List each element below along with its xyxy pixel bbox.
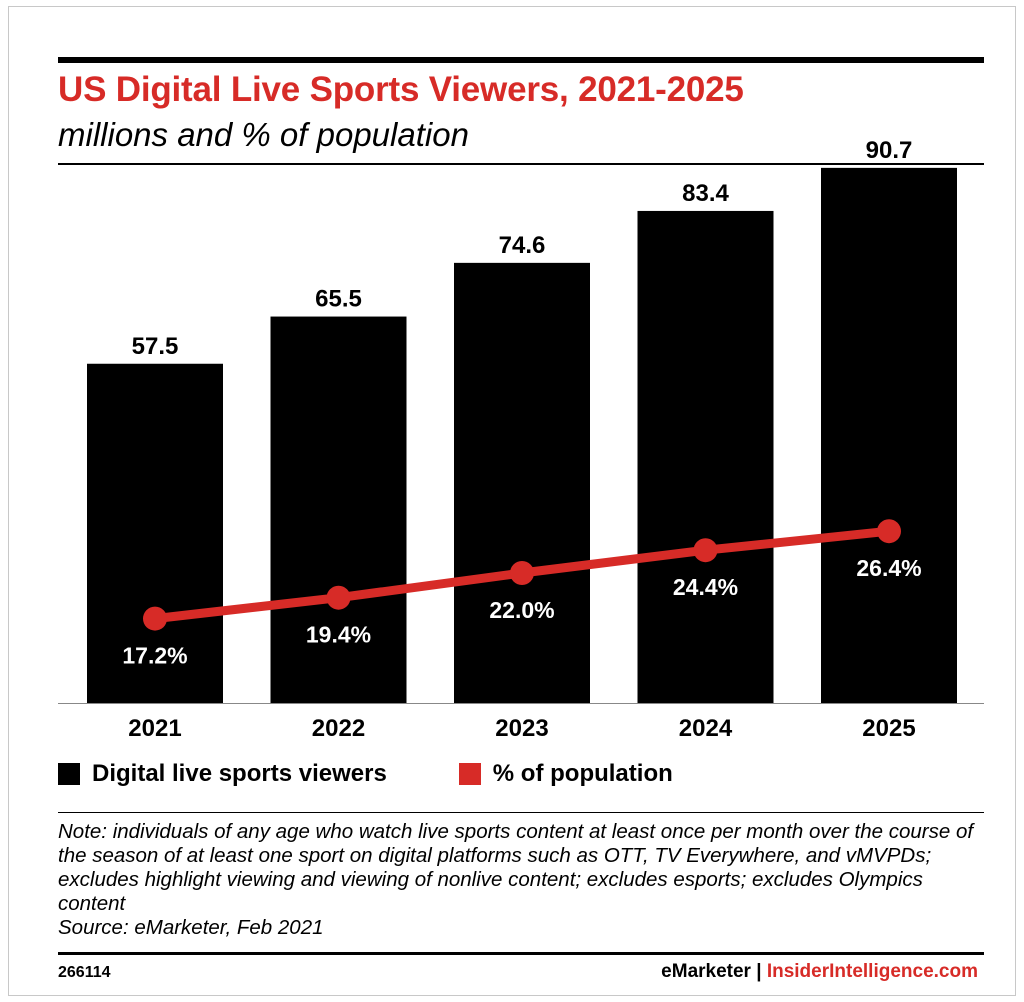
note-text: Note: individuals of any age who watch l… (58, 820, 974, 915)
legend: Digital live sports viewers % of populat… (58, 760, 745, 788)
legend-label-line: % of population (492, 760, 673, 787)
brand-site[interactable]: InsiderIntelligence.com (766, 961, 978, 982)
bar-value-label-2021: 57.5 (132, 333, 179, 360)
subtitle-rule (58, 163, 984, 165)
bar-2023 (454, 262, 590, 703)
line-value-label-2021: 17.2% (122, 643, 187, 669)
line-point-2022 (326, 585, 351, 610)
line-point-2025 (877, 519, 901, 544)
legend-swatch-bars (58, 763, 80, 785)
line-point-2024 (693, 538, 718, 563)
bar-value-label-2022: 65.5 (315, 286, 362, 313)
top-rule (58, 57, 984, 63)
legend-item-line: % of population (458, 760, 673, 788)
line-point-2021 (143, 606, 167, 631)
line-value-label-2024: 24.4% (673, 574, 738, 600)
x-axis-line (58, 703, 984, 704)
note-rule (58, 812, 984, 813)
bar-2022 (270, 316, 407, 703)
bar-2024 (637, 210, 774, 703)
legend-label-bars: Digital live sports viewers (92, 760, 387, 787)
line-point-2023 (510, 561, 534, 585)
bar-value-label-2023: 74.6 (499, 232, 546, 259)
x-tick-label-2021: 2021 (128, 715, 181, 742)
legend-item-bars: Digital live sports viewers (58, 760, 387, 788)
brand-emarketer: eMarketer (661, 961, 751, 982)
chart-subtitle: millions and % of population (58, 116, 469, 153)
x-tick-label-2022: 2022 (312, 715, 365, 742)
line-value-label-2025: 26.4% (856, 555, 921, 581)
brand-separator: | (750, 961, 767, 982)
x-tick-label-2025: 2025 (862, 715, 915, 742)
x-tick-label-2024: 2024 (679, 715, 733, 742)
source-text: Source: eMarketer, Feb 2021 (58, 916, 324, 939)
chart-note: Note: individuals of any age who watch l… (58, 820, 988, 940)
x-tick-label-2023: 2023 (495, 715, 548, 742)
legend-swatch-line (458, 763, 481, 785)
line-value-label-2023: 22.0% (489, 597, 554, 623)
chart-id: 266114 (58, 964, 111, 981)
footer-rule (58, 952, 984, 955)
bar-value-label-2025: 90.7 (866, 137, 913, 164)
chart-title: US Digital Live Sports Viewers, 2021-202… (58, 70, 744, 109)
footer-brand: eMarketer | InsiderIntelligence.com (661, 961, 978, 983)
bar-2021 (87, 363, 223, 703)
line-value-label-2022: 19.4% (306, 622, 371, 648)
bar-value-label-2024: 83.4 (682, 180, 729, 207)
chart-plot: 57.5 2021 65.5 2022 74.6 2023 83.4 2024 90.7 2025… (87, 137, 957, 742)
bar-2025 (821, 167, 957, 703)
